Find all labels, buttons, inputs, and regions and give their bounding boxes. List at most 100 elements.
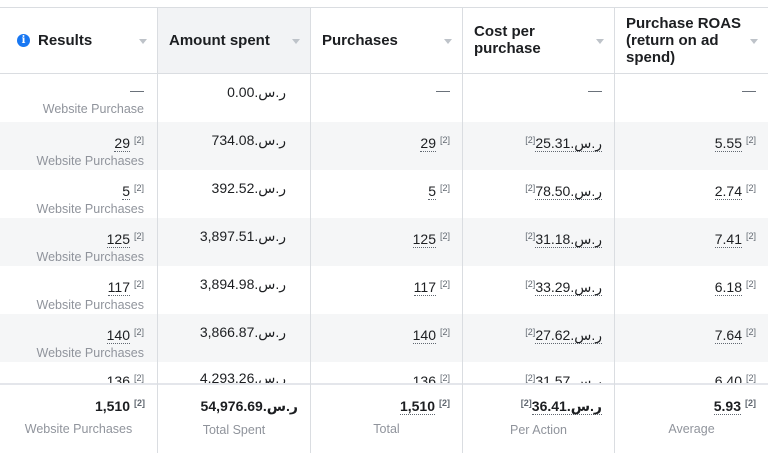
cost-per-purchase-total[interactable]: ر.س.36.41: [531, 398, 602, 415]
amount-spent-total-cell: ر.س.54,976.69 Total Spent: [158, 385, 310, 453]
amount-spent-cell: ر.س.3,897.51: [158, 218, 310, 266]
table-row[interactable]: — Website Purchase ر.س.0.00 — — —: [0, 74, 768, 122]
results-sublabel: Website Purchases: [36, 202, 144, 216]
footnote-marker: [2]: [525, 231, 536, 241]
info-icon[interactable]: i: [17, 33, 30, 47]
footnote-marker: [2]: [520, 398, 532, 408]
footer-divider: [0, 383, 768, 386]
column-header-purchase-roas[interactable]: Purchase ROAS (return on ad spend): [615, 7, 768, 73]
roas-value[interactable]: 6.18: [714, 279, 742, 296]
footnote-marker: [2]: [525, 135, 536, 145]
footnote-marker: [2]: [133, 279, 144, 289]
amount-spent-value: ر.س.0.00: [227, 84, 286, 100]
cost-per-purchase-total-cell: ر.س.36.41[2] Per Action: [463, 385, 614, 453]
footnote-marker: [2]: [133, 183, 144, 193]
column-divider[interactable]: [462, 7, 463, 453]
column-header-cost-per-purchase[interactable]: Cost per purchase: [463, 7, 614, 73]
footnote-marker: [2]: [745, 279, 756, 289]
results-value[interactable]: 140: [106, 327, 130, 344]
amount-spent-cell: ر.س.3,866.87: [158, 314, 310, 362]
results-cell: 117 [2] Website Purchases: [0, 266, 157, 314]
sort-caret-icon[interactable]: [596, 39, 604, 44]
sort-caret-icon[interactable]: [292, 39, 300, 44]
cost-per-purchase-value[interactable]: ر.س.31.18: [535, 231, 602, 248]
roas-value[interactable]: 5.55: [714, 135, 742, 152]
footnote-marker: [2]: [745, 183, 756, 193]
roas-cell: 2.74 [2]: [615, 170, 768, 218]
column-divider[interactable]: [157, 7, 158, 453]
purchases-value[interactable]: 29: [420, 135, 436, 152]
purchases-value[interactable]: 117: [413, 279, 436, 296]
sort-caret-icon[interactable]: [750, 39, 758, 44]
purchases-total-cell: 1,510 [2] Total: [311, 385, 462, 453]
results-sublabel: Website Purchases: [36, 250, 144, 264]
roas-cell: 6.18 [2]: [615, 266, 768, 314]
table-footer-totals: 1,510 [2] Website Purchases ر.س.54,976.69…: [0, 385, 768, 453]
column-header-amount-spent[interactable]: Amount spent: [158, 7, 310, 73]
table-row[interactable]: 5 [2] Website Purchases ر.س.392.52 5 [2] ر…: [0, 170, 768, 218]
table-header: i Results Amount spent Purchases Cost pe…: [0, 7, 768, 73]
results-sublabel: Website Purchases: [36, 154, 144, 168]
results-total-cell: 1,510 [2] Website Purchases: [0, 385, 157, 453]
results-value[interactable]: 5: [122, 183, 130, 200]
purchases-cell: 117 [2]: [311, 266, 462, 314]
purchases-value[interactable]: 5: [428, 183, 436, 200]
column-divider[interactable]: [310, 7, 311, 453]
column-header-label: Purchases: [322, 31, 398, 49]
footnote-marker: [2]: [525, 373, 536, 383]
footnote-marker: [2]: [439, 398, 450, 408]
purchases-cell: 5 [2]: [311, 170, 462, 218]
column-header-label: Cost per purchase: [474, 23, 541, 57]
column-header-label: Amount spent: [169, 31, 270, 49]
cost-per-purchase-cell: ر.س.27.62[2]: [463, 314, 614, 362]
results-cell: 5 [2] Website Purchases: [0, 170, 157, 218]
purchases-total-label: Total: [373, 422, 400, 436]
table-row[interactable]: 125 [2] Website Purchases ر.س.3,897.51 12…: [0, 218, 768, 266]
roas-cell: —: [615, 74, 768, 122]
column-divider[interactable]: [614, 7, 615, 453]
purchases-value[interactable]: 125: [412, 231, 436, 248]
table-row[interactable]: 117 [2] Website Purchases ر.س.3,894.98 11…: [0, 266, 768, 314]
footnote-marker: [2]: [525, 279, 536, 289]
footnote-marker: [2]: [439, 373, 450, 383]
footnote-marker: [2]: [745, 327, 756, 337]
footnote-marker: [2]: [439, 279, 450, 289]
roas-value[interactable]: 2.74: [714, 183, 742, 200]
cost-per-purchase-value[interactable]: ر.س.27.62: [535, 327, 602, 344]
footnote-marker: [2]: [134, 398, 145, 408]
purchases-value[interactable]: 140: [412, 327, 436, 344]
footnote-marker: [2]: [133, 373, 144, 383]
purchases-total[interactable]: 1,510: [399, 398, 435, 415]
results-sublabel: Website Purchase: [42, 102, 144, 116]
footnote-marker: [2]: [439, 231, 450, 241]
sort-caret-icon[interactable]: [139, 39, 147, 44]
footnote-marker: [2]: [439, 135, 450, 145]
results-value: —: [130, 82, 144, 98]
column-header-purchases[interactable]: Purchases: [311, 7, 462, 73]
amount-spent-value: ر.س.3,897.51: [199, 228, 286, 244]
footnote-marker: [2]: [439, 183, 450, 193]
purchases-value: —: [436, 82, 450, 98]
purchases-cell: 125 [2]: [311, 218, 462, 266]
cost-per-purchase-value[interactable]: ر.س.25.31: [535, 135, 602, 152]
amount-spent-cell: ر.س.0.00: [158, 74, 310, 122]
column-header-label: Results: [38, 31, 93, 49]
results-value[interactable]: 125: [106, 231, 130, 248]
footnote-marker: [2]: [525, 327, 536, 337]
results-cell: — Website Purchase: [0, 74, 157, 122]
column-header-label: Purchase ROAS (return on ad spend): [626, 14, 742, 66]
table-row[interactable]: 140 [2] Website Purchases ر.س.3,866.87 14…: [0, 314, 768, 362]
amount-spent-value: ر.س.3,894.98: [199, 276, 286, 292]
results-value[interactable]: 29: [114, 135, 130, 152]
roas-value[interactable]: 7.64: [714, 327, 742, 344]
cost-per-purchase-value[interactable]: ر.س.33.29: [535, 279, 602, 296]
sort-caret-icon[interactable]: [444, 39, 452, 44]
roas-value[interactable]: 7.41: [714, 231, 742, 248]
results-value[interactable]: 117: [107, 279, 130, 296]
cost-per-purchase-value[interactable]: ر.س.78.50: [535, 183, 602, 200]
table-row[interactable]: 29 [2] Website Purchases ر.س.734.08 29 [2]…: [0, 122, 768, 170]
column-header-results[interactable]: i Results: [0, 7, 157, 73]
amount-spent-value: ر.س.4,293.26: [199, 370, 286, 386]
cost-per-purchase-cell: ر.س.78.50[2]: [463, 170, 614, 218]
roas-total[interactable]: 5.93: [713, 398, 741, 415]
